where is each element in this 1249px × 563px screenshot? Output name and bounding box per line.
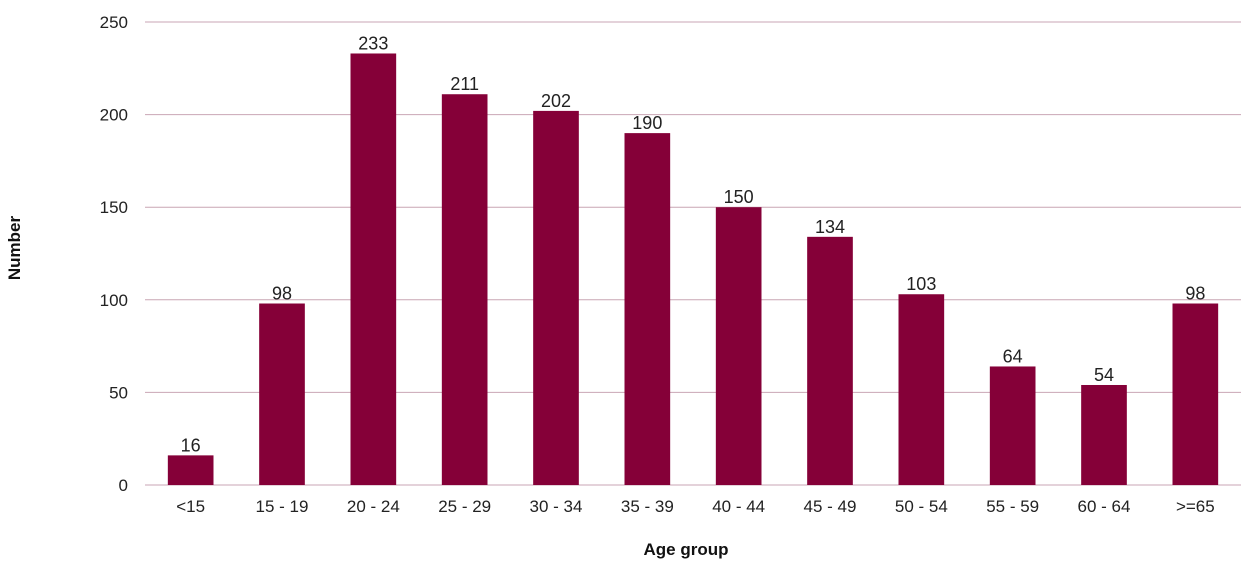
bar: [259, 303, 305, 485]
x-axis-title: Age group: [644, 540, 729, 559]
x-tick-label: >=65: [1176, 497, 1215, 516]
gridlines: [145, 21, 1241, 486]
bar: [167, 455, 214, 485]
x-tick-label: 20 - 24: [347, 497, 400, 516]
x-tick-label: 40 - 44: [712, 497, 765, 516]
x-tick-label: <15: [176, 497, 205, 516]
bar-value-label: 54: [1094, 365, 1114, 385]
bar: [807, 236, 853, 485]
x-tick-label: 60 - 64: [1078, 497, 1131, 516]
x-tick-label: 30 - 34: [530, 497, 583, 516]
y-tick-label: 200: [100, 106, 128, 125]
x-tick-label: 25 - 29: [438, 497, 491, 516]
bar-value-label: 233: [358, 33, 388, 53]
y-tick-label: 0: [119, 476, 128, 495]
bar-value-label: 98: [1185, 284, 1205, 304]
bar-value-label: 134: [815, 217, 845, 237]
bar: [898, 294, 945, 485]
bar-value-label: 64: [1003, 346, 1023, 366]
bar-value-label: 103: [906, 274, 936, 294]
bar-value-label: 16: [181, 435, 201, 455]
y-tick-label: 250: [100, 13, 128, 32]
x-tick-label: 15 - 19: [256, 497, 309, 516]
bar-value-label: 202: [541, 91, 571, 111]
x-tick-label: 35 - 39: [621, 497, 674, 516]
bar: [1081, 384, 1127, 485]
bar: [715, 207, 762, 485]
x-tick-label: 45 - 49: [804, 497, 857, 516]
y-tick-label: 50: [109, 383, 128, 402]
y-tick-label: 150: [100, 198, 128, 217]
x-tick-label: 50 - 54: [895, 497, 948, 516]
x-tick-label: 55 - 59: [986, 497, 1039, 516]
data-labels: 16 98 233 211 202 190 150 134 103 64 54 98: [181, 33, 1206, 455]
bar: [1172, 303, 1219, 485]
bar: [350, 53, 397, 485]
y-axis-title: Number: [5, 216, 24, 281]
bar: [533, 110, 579, 485]
y-axis-ticks: 0 50 100 150 200 250: [100, 13, 128, 495]
y-tick-label: 100: [100, 291, 128, 310]
bar-value-label: 150: [724, 187, 754, 207]
bar: [989, 366, 1036, 485]
bar: [441, 94, 488, 485]
bar-value-label: 98: [272, 284, 292, 304]
x-axis-ticks: <15 15 - 19 20 - 24 25 - 29 30 - 34 35 - 39 40…: [176, 497, 1214, 516]
bar-value-label: 190: [632, 113, 662, 133]
bars: [167, 53, 1219, 485]
bar: [624, 133, 671, 485]
bar-value-label: 211: [450, 74, 479, 94]
